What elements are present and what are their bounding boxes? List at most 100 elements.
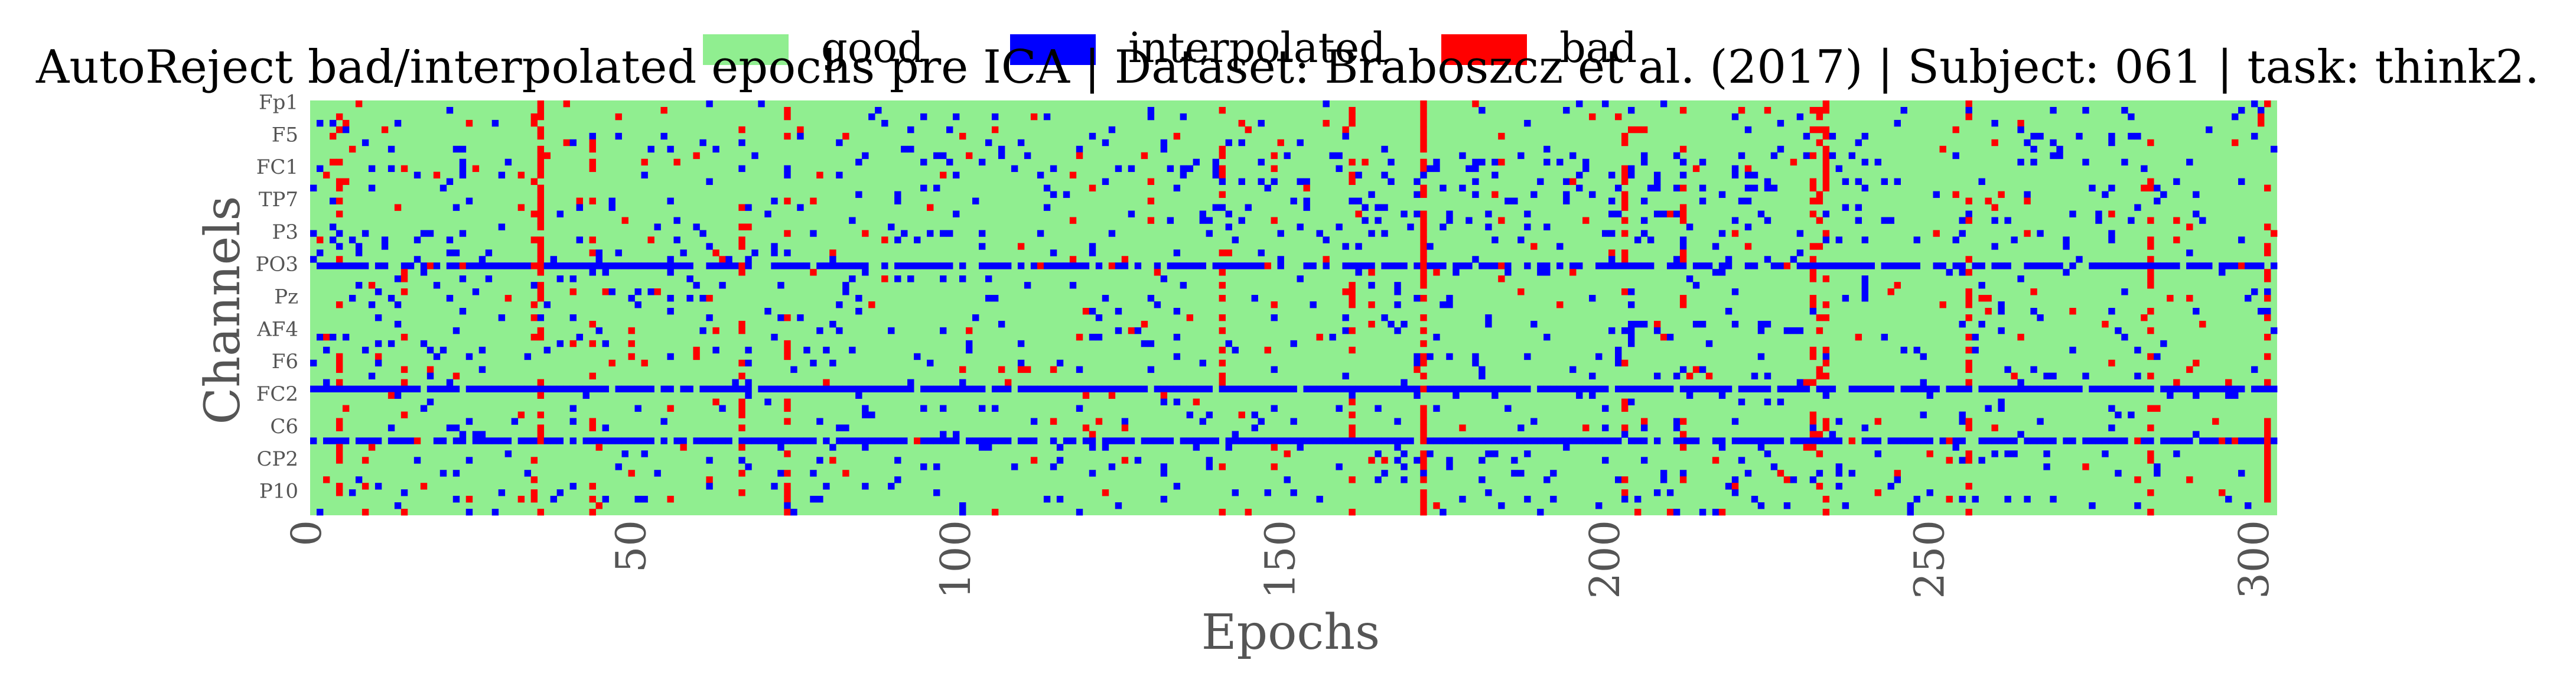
cell-interpolated xyxy=(966,346,973,354)
cell-interpolated xyxy=(1102,437,1109,444)
cell-bad xyxy=(465,119,473,127)
cell-interpolated xyxy=(1991,262,1998,269)
cell-interpolated xyxy=(582,262,590,269)
cell-bad xyxy=(1323,119,1330,127)
cell-interpolated xyxy=(1712,385,1719,392)
cell-interpolated xyxy=(563,262,570,269)
cell-interpolated xyxy=(1965,106,1972,114)
cell-interpolated xyxy=(2160,340,2167,347)
cell-interpolated xyxy=(1225,223,1232,230)
cell-interpolated xyxy=(693,282,700,289)
cell-interpolated xyxy=(1660,385,1668,392)
cell-interpolated xyxy=(1232,489,1239,496)
cell-bad xyxy=(602,288,609,295)
cell-interpolated xyxy=(1440,437,1447,444)
cell-bad xyxy=(537,145,545,153)
cell-interpolated xyxy=(589,437,596,444)
cell-bad xyxy=(1627,126,1635,134)
cell-interpolated xyxy=(1926,437,1933,444)
cell-interpolated xyxy=(1868,437,1875,444)
cell-bad xyxy=(1809,275,1817,282)
cell-interpolated xyxy=(914,353,921,360)
cell-interpolated xyxy=(2154,463,2161,470)
cell-interpolated xyxy=(1744,171,1752,179)
cell-interpolated xyxy=(1414,392,1421,399)
cell-bad xyxy=(2024,197,2031,204)
cell-interpolated xyxy=(1907,385,1914,392)
cell-bad xyxy=(1621,398,1629,405)
cell-interpolated xyxy=(745,463,752,470)
cell-interpolated xyxy=(901,262,908,269)
cell-bad xyxy=(426,262,434,269)
cell-interpolated xyxy=(1453,392,1460,399)
cell-interpolated xyxy=(1757,353,1765,360)
cell-bad xyxy=(1368,320,1375,328)
cell-interpolated xyxy=(1004,437,1012,444)
cell-interpolated xyxy=(1627,385,1635,392)
cell-bad xyxy=(1498,158,1505,166)
cell-interpolated xyxy=(1731,113,1739,121)
cell-interpolated xyxy=(336,437,343,444)
cell-interpolated xyxy=(849,275,856,282)
cell-interpolated xyxy=(777,444,784,451)
cell-interpolated xyxy=(946,437,953,444)
cell-interpolated xyxy=(1978,320,1985,328)
cell-interpolated xyxy=(1608,437,1616,444)
cell-interpolated xyxy=(1453,437,1460,444)
cell-interpolated xyxy=(881,385,888,392)
cell-interpolated xyxy=(706,457,713,464)
cell-bad xyxy=(459,262,467,269)
cell-interpolated xyxy=(2199,262,2206,269)
cell-interpolated xyxy=(569,262,577,269)
cell-interpolated xyxy=(699,385,706,392)
cell-interpolated xyxy=(1056,444,1064,451)
cell-interpolated xyxy=(1238,217,1245,224)
cell-interpolated xyxy=(1816,385,1823,392)
cell-bad xyxy=(1102,489,1109,496)
cell-interpolated xyxy=(1712,437,1719,444)
cell-bad xyxy=(1556,301,1564,308)
cell-bad xyxy=(1349,411,1356,418)
cell-interpolated xyxy=(621,262,628,269)
cell-interpolated xyxy=(1673,418,1681,425)
cell-interpolated xyxy=(1277,385,1284,392)
cell-interpolated xyxy=(1414,262,1421,269)
cell-bad xyxy=(1809,411,1817,418)
cell-interpolated xyxy=(394,502,402,509)
cell-interpolated xyxy=(959,385,966,392)
cell-interpolated xyxy=(1459,496,1466,503)
cell-interpolated xyxy=(1082,437,1090,444)
cell-interpolated xyxy=(1991,243,1998,250)
cell-bad xyxy=(1219,359,1226,367)
cell-bad xyxy=(1965,346,1972,354)
cell-interpolated xyxy=(1608,327,1616,334)
cell-bad xyxy=(1679,217,1687,224)
cell-interpolated xyxy=(1056,457,1064,464)
cell-interpolated xyxy=(2017,275,2024,282)
cell-bad xyxy=(1621,132,1629,140)
cell-interpolated xyxy=(439,437,447,444)
cell-interpolated xyxy=(1199,210,1207,217)
cell-interpolated xyxy=(310,385,317,392)
cell-interpolated xyxy=(1887,483,1894,490)
cell-bad xyxy=(1822,275,1830,282)
cell-interpolated xyxy=(485,249,493,256)
cell-bad xyxy=(336,158,343,166)
cell-interpolated xyxy=(641,496,648,503)
cell-interpolated xyxy=(862,385,869,392)
cell-interpolated xyxy=(1627,437,1635,444)
cell-interpolated xyxy=(1056,385,1064,392)
cell-interpolated xyxy=(1427,385,1434,392)
cell-interpolated xyxy=(1803,262,1810,269)
y-tick-label: C6 xyxy=(270,415,298,438)
cell-interpolated xyxy=(1050,262,1057,269)
cell-bad xyxy=(569,288,577,295)
cell-bad xyxy=(1342,288,1349,295)
cell-bad xyxy=(2134,437,2141,444)
cell-interpolated xyxy=(550,437,558,444)
cell-bad xyxy=(1822,132,1830,140)
cell-interpolated xyxy=(667,145,674,153)
cell-interpolated xyxy=(1433,437,1440,444)
cell-interpolated xyxy=(362,139,369,147)
cell-interpolated xyxy=(2115,470,2122,477)
